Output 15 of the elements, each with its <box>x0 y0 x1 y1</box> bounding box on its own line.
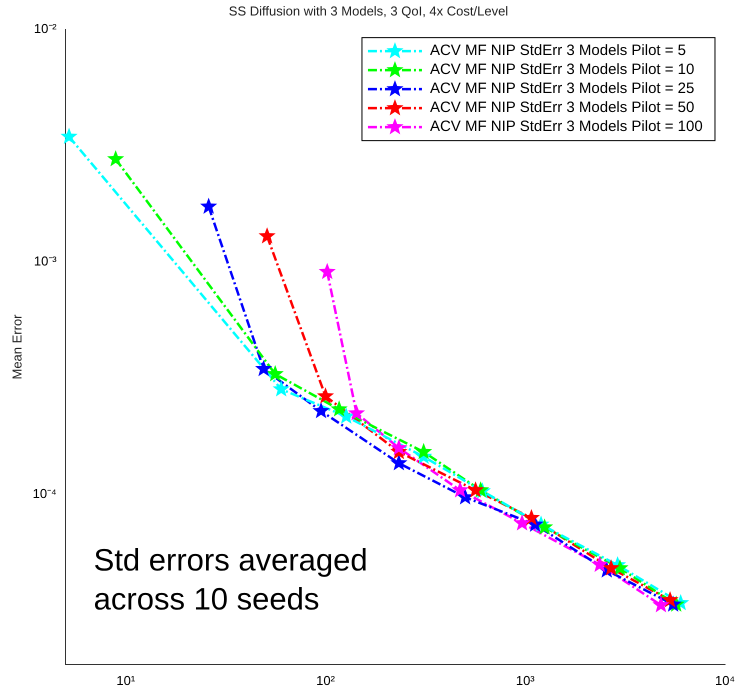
annotation: Std errors averaged across 10 seeds <box>94 542 368 616</box>
legend-label: ACV MF NIP StdErr 3 Models Pilot = 50 <box>430 99 694 116</box>
legend-label: ACV MF NIP StdErr 3 Models Pilot = 5 <box>430 42 686 60</box>
legend-label: ACV MF NIP StdErr 3 Models Pilot = 100 <box>430 118 703 136</box>
legend-label: ACV MF NIP StdErr 3 Models Pilot = 10 <box>430 61 694 78</box>
x-tick-label: 10³ <box>516 672 536 688</box>
x-tick-label: 10² <box>316 672 336 688</box>
y-axis-title: Mean Error <box>9 314 24 380</box>
x-tick-label: 10⁴ <box>714 672 735 688</box>
chart-title: SS Diffusion with 3 Models, 3 QoI, 4x Cost/Level <box>228 3 508 18</box>
y-tick-label: 10⁻⁴ <box>32 486 57 501</box>
y-tick-label: 10⁻³ <box>34 253 58 268</box>
legend-label: ACV MF NIP StdErr 3 Models Pilot = 25 <box>430 80 694 98</box>
x-tick-label: 10¹ <box>116 672 136 688</box>
y-tick-label: 10⁻² <box>34 21 58 36</box>
